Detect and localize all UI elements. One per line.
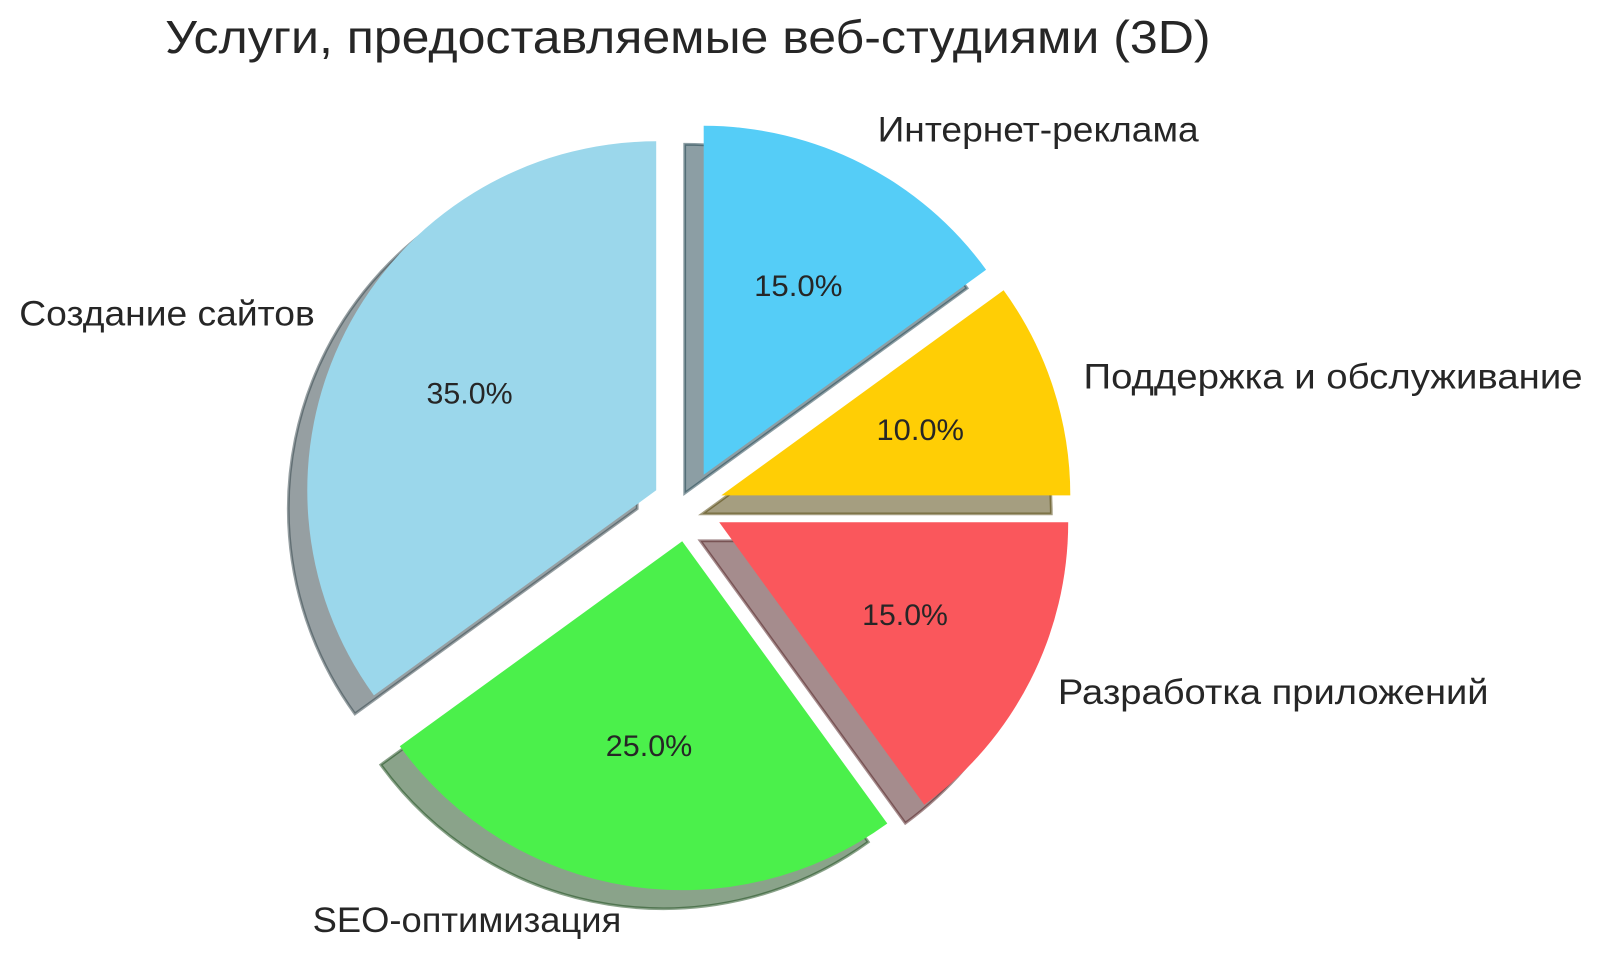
svg-text:Создание сайтов: Создание сайтов (19, 293, 315, 333)
svg-text:SEO-оптимизация: SEO-оптимизация (313, 900, 622, 940)
svg-text:15.0%: 15.0% (754, 270, 842, 303)
svg-text:Интернет-реклама: Интернет-реклама (878, 110, 1199, 150)
svg-text:Услуги, предоставляемые веб-ст: Услуги, предоставляемые веб-студиями (3D… (165, 11, 1210, 63)
svg-text:Поддержка и обслуживание: Поддержка и обслуживание (1084, 357, 1583, 397)
svg-text:35.0%: 35.0% (427, 378, 513, 411)
svg-text:10.0%: 10.0% (877, 414, 965, 447)
svg-text:15.0%: 15.0% (862, 599, 948, 632)
svg-text:Разработка приложений: Разработка приложений (1058, 672, 1489, 712)
svg-text:25.0%: 25.0% (606, 730, 693, 763)
